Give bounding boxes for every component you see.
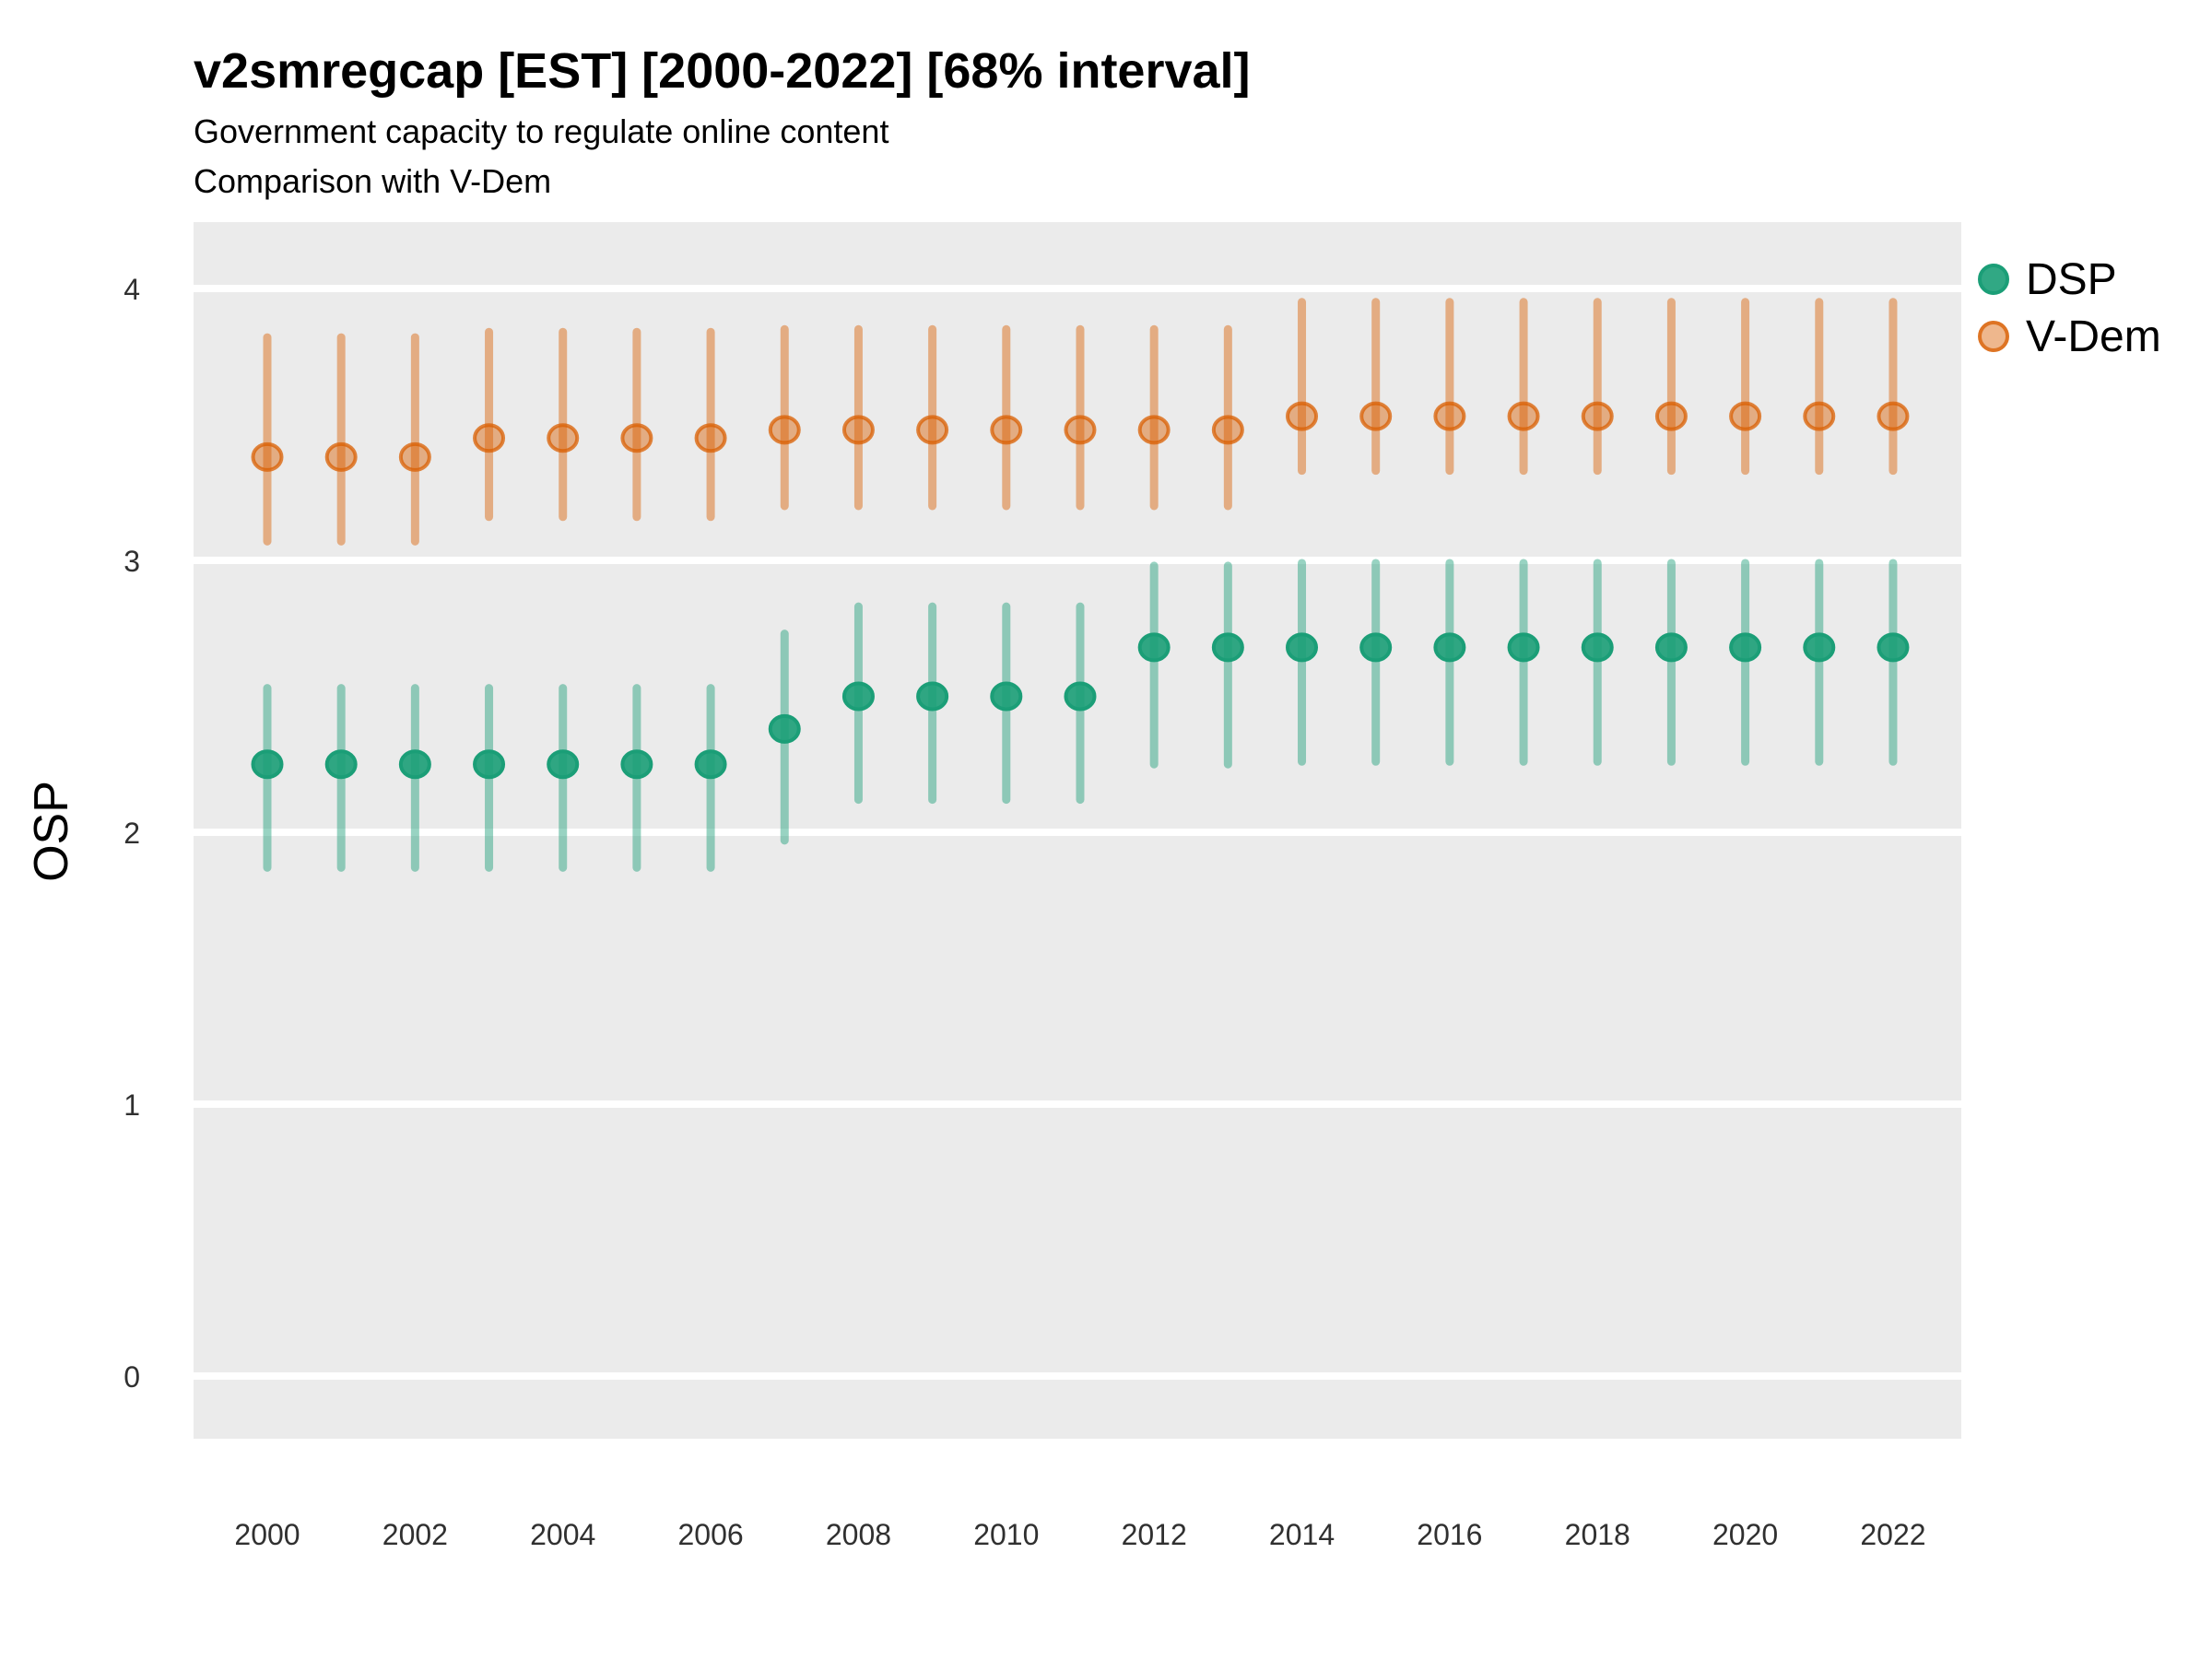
dsp-point: [620, 749, 653, 780]
v-dem-point: [916, 415, 949, 445]
dsp-point: [251, 749, 284, 780]
chart-title: v2smregcap [EST] [2000-2022] [68% interv…: [194, 43, 1251, 99]
v-dem-point: [1286, 401, 1319, 431]
dsp-point: [1654, 632, 1688, 663]
dsp-point: [1137, 632, 1171, 663]
v-dem-legend-marker-icon: [1978, 321, 2009, 352]
y-tick-label: 2: [124, 817, 140, 850]
dsp-legend-marker-icon: [1978, 264, 2009, 295]
v-dem-point: [251, 441, 284, 472]
chart-subtitle-line1: Government capacity to regulate online c…: [194, 112, 889, 150]
dsp-point: [841, 681, 875, 712]
v-dem-point: [1507, 401, 1540, 431]
dsp-point: [473, 749, 506, 780]
dsp-point: [1729, 632, 1762, 663]
v-dem-point: [473, 423, 506, 453]
x-tick-label: 2018: [1565, 1518, 1630, 1551]
dsp-point: [990, 681, 1023, 712]
x-tick-label: 2016: [1417, 1518, 1482, 1551]
v-dem-point: [694, 423, 727, 453]
v-dem-point: [1729, 401, 1762, 431]
x-tick-label: 2012: [1122, 1518, 1187, 1551]
v-dem-point: [398, 441, 431, 472]
dsp-point: [1211, 632, 1244, 663]
v-dem-point: [990, 415, 1023, 445]
dsp-point: [1877, 632, 1910, 663]
v-dem-point: [547, 423, 580, 453]
legend-label-v-dem: V-Dem: [2026, 312, 2161, 361]
legend-item-dsp: DSP: [1978, 251, 2161, 308]
legend-label-dsp: DSP: [2026, 254, 2117, 304]
v-dem-point: [841, 415, 875, 445]
dsp-point: [1507, 632, 1540, 663]
x-tick-label: 2008: [826, 1518, 891, 1551]
dsp-point: [916, 681, 949, 712]
dsp-point: [1064, 681, 1097, 712]
dsp-point: [547, 749, 580, 780]
v-dem-point: [1137, 415, 1171, 445]
v-dem-point: [1211, 415, 1244, 445]
x-tick-label: 2010: [973, 1518, 1039, 1551]
chart-subtitle-line2: Comparison with V-Dem: [194, 162, 552, 200]
v-dem-point: [1581, 401, 1614, 431]
x-tick-label: 2014: [1269, 1518, 1335, 1551]
dsp-point: [1803, 632, 1836, 663]
x-tick-label: 2004: [530, 1518, 595, 1551]
y-tick-label: 0: [124, 1360, 140, 1394]
y-tick-label: 1: [124, 1088, 140, 1122]
y-tick-label: 3: [124, 545, 140, 578]
v-dem-point: [768, 415, 801, 445]
v-dem-point: [1654, 401, 1688, 431]
dsp-point: [1286, 632, 1319, 663]
dsp-point: [1581, 632, 1614, 663]
x-tick-label: 2020: [1712, 1518, 1778, 1551]
legend-item-v-dem: V-Dem: [1978, 308, 2161, 365]
dsp-point: [694, 749, 727, 780]
v-dem-point: [324, 441, 358, 472]
dsp-point: [398, 749, 431, 780]
dsp-point: [1359, 632, 1393, 663]
x-tick-label: 2000: [234, 1518, 300, 1551]
v-dem-point: [1877, 401, 1910, 431]
y-tick-label: 4: [124, 273, 140, 306]
v-dem-point: [1803, 401, 1836, 431]
x-tick-label: 2006: [677, 1518, 743, 1551]
v-dem-point: [620, 423, 653, 453]
v-dem-point: [1064, 415, 1097, 445]
x-tick-label: 2022: [1860, 1518, 1925, 1551]
dsp-point: [1433, 632, 1466, 663]
legend: DSP V-Dem: [1978, 251, 2161, 365]
v-dem-point: [1359, 401, 1393, 431]
dsp-point: [768, 713, 801, 744]
x-tick-label: 2002: [382, 1518, 448, 1551]
dsp-point: [324, 749, 358, 780]
v-dem-point: [1433, 401, 1466, 431]
